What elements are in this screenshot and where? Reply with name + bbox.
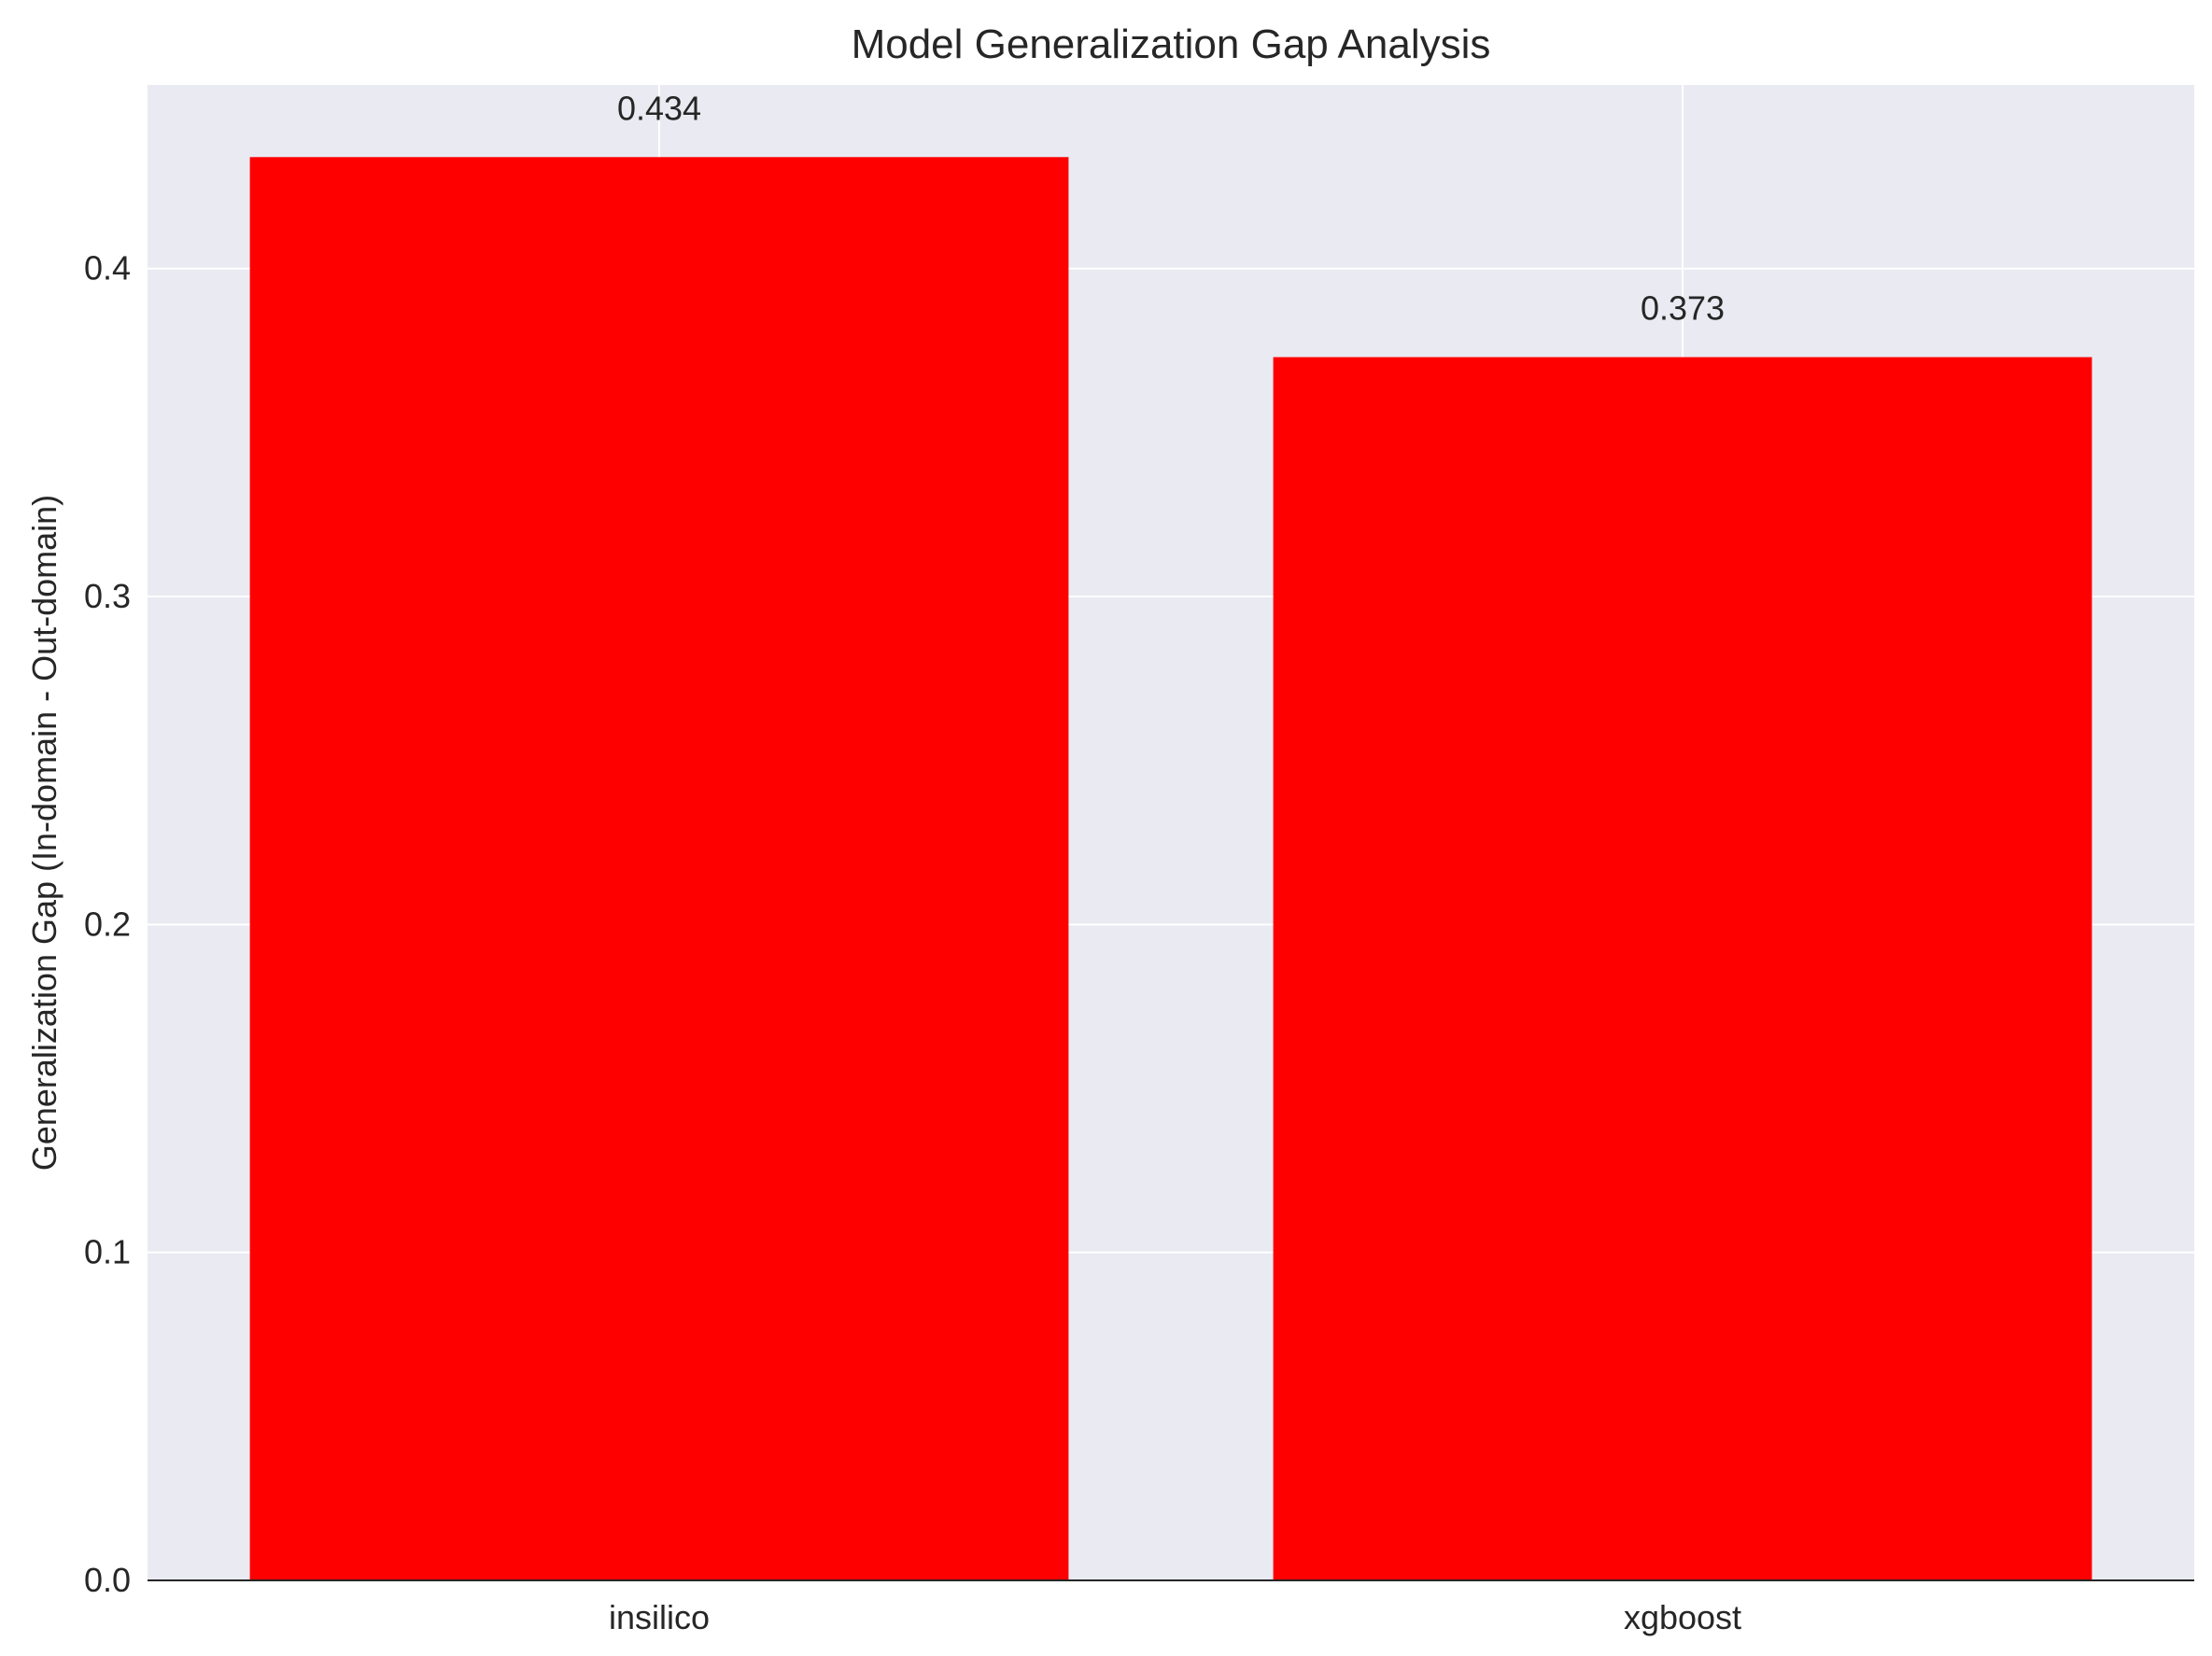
y-tick-label: 0.1 <box>84 1233 131 1271</box>
y-tick-label: 0.4 <box>84 249 131 288</box>
x-tick-label-insilico: insilico <box>609 1598 710 1636</box>
tick-labels: 0.0 0.1 0.2 0.3 0.4 insilico xgboost <box>84 249 1741 1636</box>
y-tick-label: 0.2 <box>84 905 131 943</box>
y-tick-label: 0.0 <box>84 1561 131 1599</box>
y-tick-label: 0.3 <box>84 577 131 615</box>
y-axis-label: Generalization Gap (In-domain - Out-doma… <box>25 495 63 1171</box>
data-label-xgboost: 0.373 <box>1641 289 1725 328</box>
bar-xgboost <box>1273 357 2092 1581</box>
x-tick-label-xgboost: xgboost <box>1624 1598 1741 1636</box>
data-labels: 0.434 0.373 <box>617 89 1725 327</box>
bars <box>249 157 2092 1581</box>
chart-title: Model Generalization Gap Analysis <box>852 21 1491 67</box>
bar-insilico <box>249 157 1069 1581</box>
data-label-insilico: 0.434 <box>617 89 701 127</box>
